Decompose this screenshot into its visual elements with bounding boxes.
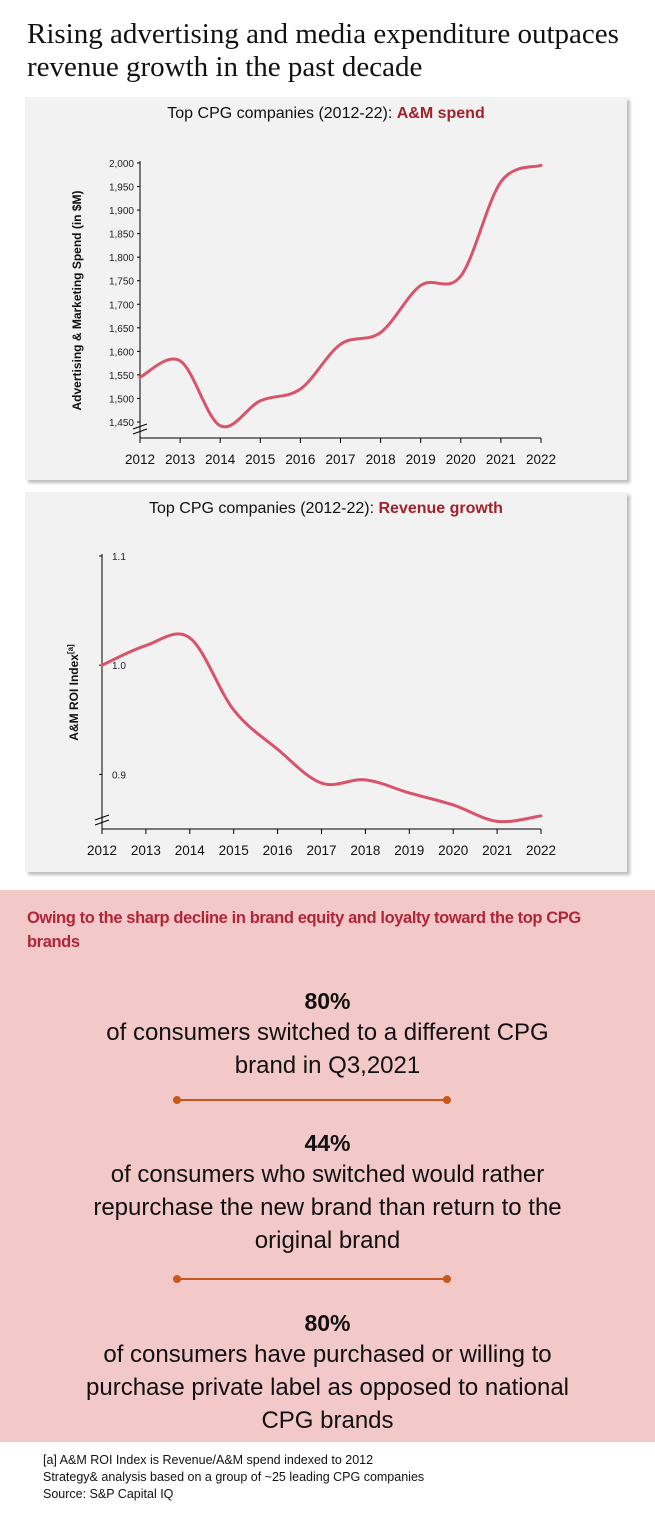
chart-panel-am-spend: Top CPG companies (2012-22): A&M spend 1… [25,97,627,480]
footnote: Strategy& analysis based on a group of ~… [43,1470,425,1484]
y-axis-label: A&M ROI Index[a] [66,644,81,741]
y-axis-label-superscript: [a] [66,644,75,654]
x-tick-label: 2018 [366,452,396,467]
y-tick-label: 1,850 [109,230,134,241]
divider [173,1096,451,1104]
stat-text: of consumers switched to a different CPG… [106,1019,549,1079]
x-tick-label: 2021 [482,843,512,858]
page-title: Rising advertising and media expenditure… [27,18,619,83]
chart-title: Top CPG companies (2012-22): Revenue gro… [25,500,627,518]
series-line [138,163,543,429]
x-tick-label: 2021 [486,452,516,467]
x-tick-label: 2022 [526,843,556,858]
y-axis-label: Advertising & Marketing Spend (in $M) [70,190,84,410]
x-tick-label: 2015 [245,452,275,467]
divider [173,1275,451,1283]
chart-title-prefix: Top CPG companies (2012-22): [149,500,379,517]
x-tick-label: 2013 [165,452,195,467]
footnote: Source: S&P Capital IQ [43,1487,174,1501]
y-tick-label: 1,750 [109,277,134,288]
x-tick-label: 2017 [325,452,355,467]
y-tick-label: 0.9 [112,770,126,781]
series-line [100,632,543,824]
x-tick-label: 2018 [350,843,380,858]
stat-percent: 80% [304,988,351,1014]
x-tick-label: 2016 [285,452,315,467]
stat-block: 80% of consumers switched to a different… [0,986,655,1082]
footnotes: [a] A&M ROI Index is Revenue/A&M spend i… [43,1452,424,1503]
y-tick-label: 1.1 [112,552,126,563]
x-tick-label: 2012 [125,452,155,467]
x-tick-label: 2012 [87,843,117,858]
axis-break-mark [94,814,110,826]
x-tick-label: 2022 [526,452,556,467]
y-tick-label: 1,700 [109,300,134,311]
footnote: [a] A&M ROI Index is Revenue/A&M spend i… [43,1453,374,1467]
chart-title: Top CPG companies (2012-22): A&M spend [25,105,627,123]
x-tick-label: 2019 [406,452,436,467]
chart-title-highlight: A&M spend [396,105,485,122]
y-tick-label: 1,800 [109,253,134,264]
y-tick-label: 1,450 [109,418,134,429]
axis-break-mark [132,423,148,435]
y-tick-label: 1,900 [109,206,134,217]
x-tick-label: 2016 [263,843,293,858]
stat-block: 80% of consumers have purchased or willi… [0,1308,655,1437]
stat-block: 44% of consumers who switched would rath… [0,1128,655,1257]
chart-panel-revenue-growth: Top CPG companies (2012-22): Revenue gro… [25,492,627,872]
callout-lead: Owing to the sharp decline in brand equi… [27,909,581,951]
chart-title-highlight: Revenue growth [378,500,503,517]
x-tick-label: 2019 [394,843,424,858]
x-tick-label: 2020 [438,843,468,858]
y-tick-label: 1,600 [109,347,134,358]
y-tick-label: 1,500 [109,394,134,405]
am-spend-chart: 1,450 1,500 1,550 1,600 1,650 1,700 1,750 1,800… [70,159,556,467]
y-tick-label: 1,550 [109,371,134,382]
x-tick-label: 2014 [205,452,236,467]
x-tick-label: 2015 [219,843,249,858]
x-tick-label: 2017 [306,843,336,858]
y-tick-label: 1,950 [109,183,134,194]
chart-title-prefix: Top CPG companies (2012-22): [167,105,397,122]
roi-index-chart: 0.9 1.0 1.1 2012 2013 2014 2015 2016 2017 2018 201… [66,552,556,858]
y-tick-label: 1,650 [109,324,134,335]
x-tick-label: 2020 [446,452,476,467]
stat-percent: 44% [304,1130,351,1156]
x-tick-label: 2013 [131,843,161,858]
y-tick-label: 1.0 [112,661,126,672]
stat-text: of consumers who switched would rather r… [93,1161,562,1254]
stat-text: of consumers have purchased or willing t… [86,1341,569,1434]
callout-section: Owing to the sharp decline in brand equi… [0,890,655,1442]
x-tick-label: 2014 [175,843,206,858]
y-tick-label: 2,000 [109,159,134,170]
stat-percent: 80% [304,1310,351,1336]
